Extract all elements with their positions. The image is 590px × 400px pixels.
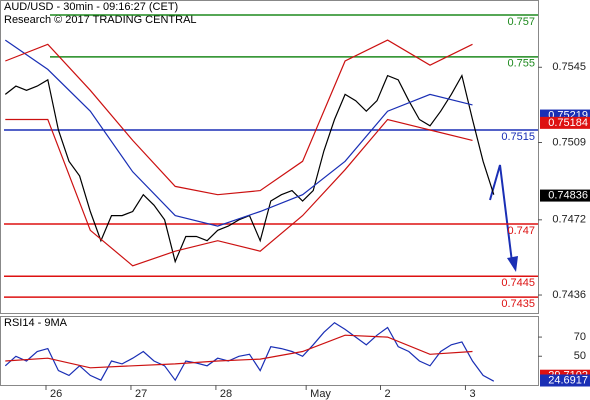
rsi-title: RSI14 - 9MA [4,317,68,329]
forecast-arrow [489,164,513,263]
price-tag [540,189,590,202]
y-tick-label: 0.7472 [552,214,586,226]
series-line [4,321,495,382]
price-tag-label: 24.6917 [548,374,588,386]
y-tick-label: 0.7436 [552,289,586,301]
level-label: 0.7435 [501,298,535,310]
series-line [5,39,473,196]
y-tick-label: 0.7509 [552,136,586,148]
series-line [5,334,473,369]
level-label: 0.757 [507,16,535,28]
price-tag [540,116,590,129]
level-label: 0.755 [507,58,535,70]
x-tick-label: 3 [469,388,475,400]
price-panel [0,0,539,314]
x-tick-label: 27 [135,388,147,400]
level-label: 0.747 [507,225,535,237]
y-tick-label: 70 [574,331,586,343]
x-tick-label: May [310,388,331,400]
level-label: 0.7515 [501,131,535,143]
series-line [4,39,473,227]
forecast-arrowhead [507,256,518,272]
x-tick-label: 28 [220,388,232,400]
y-tick-label: 0.7545 [552,61,586,73]
x-tick-label: 26 [50,388,62,400]
y-tick-label: 50 [574,350,586,362]
x-tick-label: 2 [384,388,390,400]
price-tag [540,374,590,387]
price-tag-label: 0.74836 [548,189,588,201]
chart-subtitle: Research © 2017 TRADING CENTRAL [4,14,197,26]
chart-title: AUD/USD - 30min - 09:16:27 (CET) [4,1,178,13]
price-tag-label: 0.75184 [548,117,588,129]
series-line [5,118,473,267]
level-label: 0.7445 [501,277,535,289]
